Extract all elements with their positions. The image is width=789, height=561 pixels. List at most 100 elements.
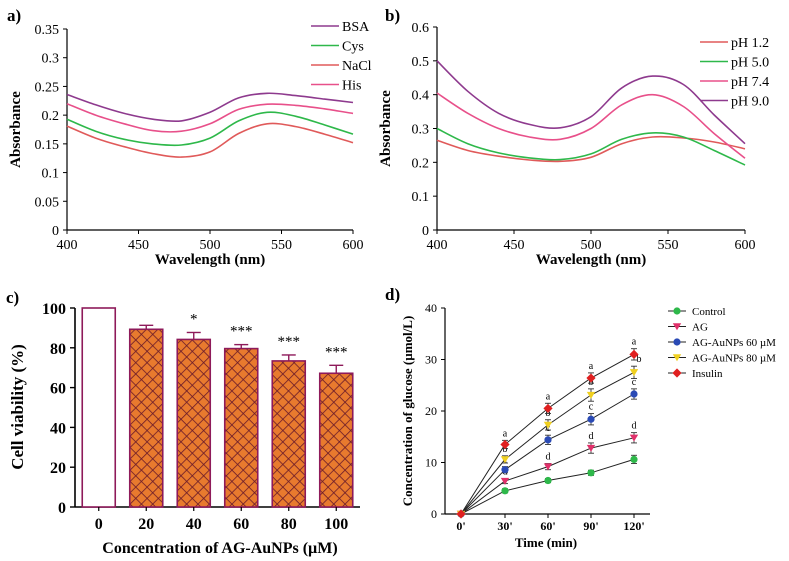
legend-marker bbox=[673, 338, 681, 346]
y-tick-label: 0.25 bbox=[35, 80, 60, 95]
legend-label: Insulin bbox=[692, 368, 723, 380]
x-tick-label: 550 bbox=[271, 238, 292, 253]
x-tick-label: 500 bbox=[581, 238, 602, 253]
data-point bbox=[587, 415, 595, 423]
x-tick-label: 60 bbox=[233, 516, 249, 533]
y-axis-title: Absorbance bbox=[8, 91, 24, 168]
legend-label: pH 9.0 bbox=[731, 95, 769, 110]
x-tick-label: 550 bbox=[658, 238, 679, 253]
significance-marker: *** bbox=[325, 344, 348, 360]
series-line-his bbox=[66, 102, 354, 133]
data-point bbox=[586, 391, 596, 399]
legend-label: pH 7.4 bbox=[731, 75, 769, 90]
data-point bbox=[543, 421, 553, 429]
legend-marker bbox=[672, 368, 682, 378]
significance-marker: *** bbox=[230, 324, 253, 340]
y-tick-label: 20 bbox=[425, 404, 437, 418]
panel-label: c) bbox=[6, 288, 19, 307]
panel-c: c) 0 20 40 60 80 100 0 20 * 40 *** 60 *** 80 *** 100 Conc… bbox=[6, 288, 360, 557]
y-tick-label: 0.35 bbox=[35, 23, 60, 38]
y-tick-label: 40 bbox=[50, 420, 66, 437]
legend-marker bbox=[672, 354, 682, 362]
series-line-ph-5-0 bbox=[436, 127, 746, 166]
y-tick-label: 0 bbox=[58, 500, 66, 517]
data-point bbox=[456, 509, 466, 519]
data-point bbox=[544, 436, 552, 444]
legend-label: Cys bbox=[342, 40, 364, 55]
y-tick-label: 60 bbox=[50, 381, 66, 398]
x-tick-label: 600 bbox=[343, 238, 364, 253]
x-tick-label: 60' bbox=[540, 519, 555, 533]
series-line-ph-7-4 bbox=[436, 92, 746, 159]
significance-letter: a bbox=[546, 391, 551, 402]
bar bbox=[223, 347, 259, 508]
y-tick-label: 0 bbox=[422, 224, 429, 239]
significance-letter: c bbox=[589, 402, 594, 413]
significance-letter: a bbox=[503, 428, 508, 439]
y-tick-label: 10 bbox=[425, 456, 437, 470]
y-tick-label: 30 bbox=[425, 353, 437, 367]
legend-label: AG bbox=[692, 322, 708, 334]
y-tick-label: 0 bbox=[52, 224, 59, 239]
x-tick-label: 450 bbox=[128, 238, 149, 253]
data-point bbox=[500, 477, 510, 485]
legend-label: pH 5.0 bbox=[731, 56, 769, 71]
y-tick-label: 0.5 bbox=[412, 55, 430, 70]
x-tick-label: 500 bbox=[200, 238, 221, 253]
legend-label: Control bbox=[692, 306, 726, 318]
panel-label: a) bbox=[7, 6, 21, 25]
panel-label: b) bbox=[385, 6, 400, 25]
y-tick-label: 0.4 bbox=[412, 89, 430, 104]
data-point bbox=[586, 373, 596, 383]
y-axis-title: Concentration of glucose (µmol/L) bbox=[400, 316, 415, 507]
data-point bbox=[500, 456, 510, 464]
series-line-nacl bbox=[66, 122, 354, 158]
data-point bbox=[587, 469, 595, 477]
x-axis-title: Concentration of AG-AuNPs (µM) bbox=[102, 540, 337, 557]
x-tick-label: 600 bbox=[735, 238, 756, 253]
x-axis-title: Wavelength (nm) bbox=[155, 252, 265, 268]
bar bbox=[271, 360, 307, 508]
series-line-ph-1-2 bbox=[436, 135, 746, 163]
x-tick-label: 30' bbox=[497, 519, 512, 533]
data-point bbox=[629, 434, 639, 442]
x-tick-label: 80 bbox=[281, 516, 297, 533]
legend-label: AG-AuNPs 80 µM bbox=[692, 353, 776, 365]
legend-label: NaCl bbox=[342, 59, 372, 74]
bar bbox=[81, 307, 117, 508]
significance-letter: a bbox=[589, 361, 594, 372]
data-point bbox=[544, 476, 552, 485]
data-point bbox=[543, 463, 553, 471]
significance-marker: * bbox=[190, 311, 198, 327]
panel-a: a) 0 0.05 0.1 0.15 0.2 0.25 0.3 0.35 400 450 500 550… bbox=[7, 6, 372, 268]
x-tick-label: 450 bbox=[504, 238, 525, 253]
legend-label: AG-AuNPs 60 µM bbox=[692, 337, 776, 349]
panel-b: b) 0 0.1 0.2 0.3 0.4 0.5 0.6 400 450 500 550 600 Wave… bbox=[378, 6, 769, 268]
x-tick-label: 400 bbox=[427, 238, 448, 253]
y-tick-label: 100 bbox=[42, 301, 66, 318]
y-axis-title: Cell viability (%) bbox=[8, 344, 27, 470]
data-point bbox=[543, 403, 553, 414]
data-point bbox=[630, 455, 638, 464]
x-axis-title: Wavelength (nm) bbox=[536, 252, 646, 268]
significance-letter: d bbox=[632, 421, 637, 432]
x-axis-title: Time (min) bbox=[515, 535, 577, 550]
significance-letter: d bbox=[546, 452, 551, 463]
x-tick-label: 90' bbox=[583, 519, 598, 533]
y-tick-label: 0.05 bbox=[35, 195, 60, 210]
y-tick-label: 0.1 bbox=[42, 167, 60, 182]
data-point bbox=[629, 369, 639, 377]
significance-letter: c bbox=[632, 377, 637, 388]
y-tick-label: 0.2 bbox=[412, 156, 430, 171]
significance-letter: b bbox=[637, 354, 642, 365]
legend-marker bbox=[673, 307, 681, 315]
data-point bbox=[501, 487, 509, 495]
y-tick-label: 0.6 bbox=[412, 21, 430, 36]
y-tick-label: 80 bbox=[50, 341, 66, 358]
x-tick-label: 0' bbox=[456, 519, 465, 533]
bar bbox=[128, 328, 164, 508]
x-tick-label: 100 bbox=[324, 516, 348, 533]
bar bbox=[176, 338, 212, 508]
y-tick-label: 20 bbox=[50, 460, 66, 477]
significance-letter: b bbox=[503, 444, 508, 455]
